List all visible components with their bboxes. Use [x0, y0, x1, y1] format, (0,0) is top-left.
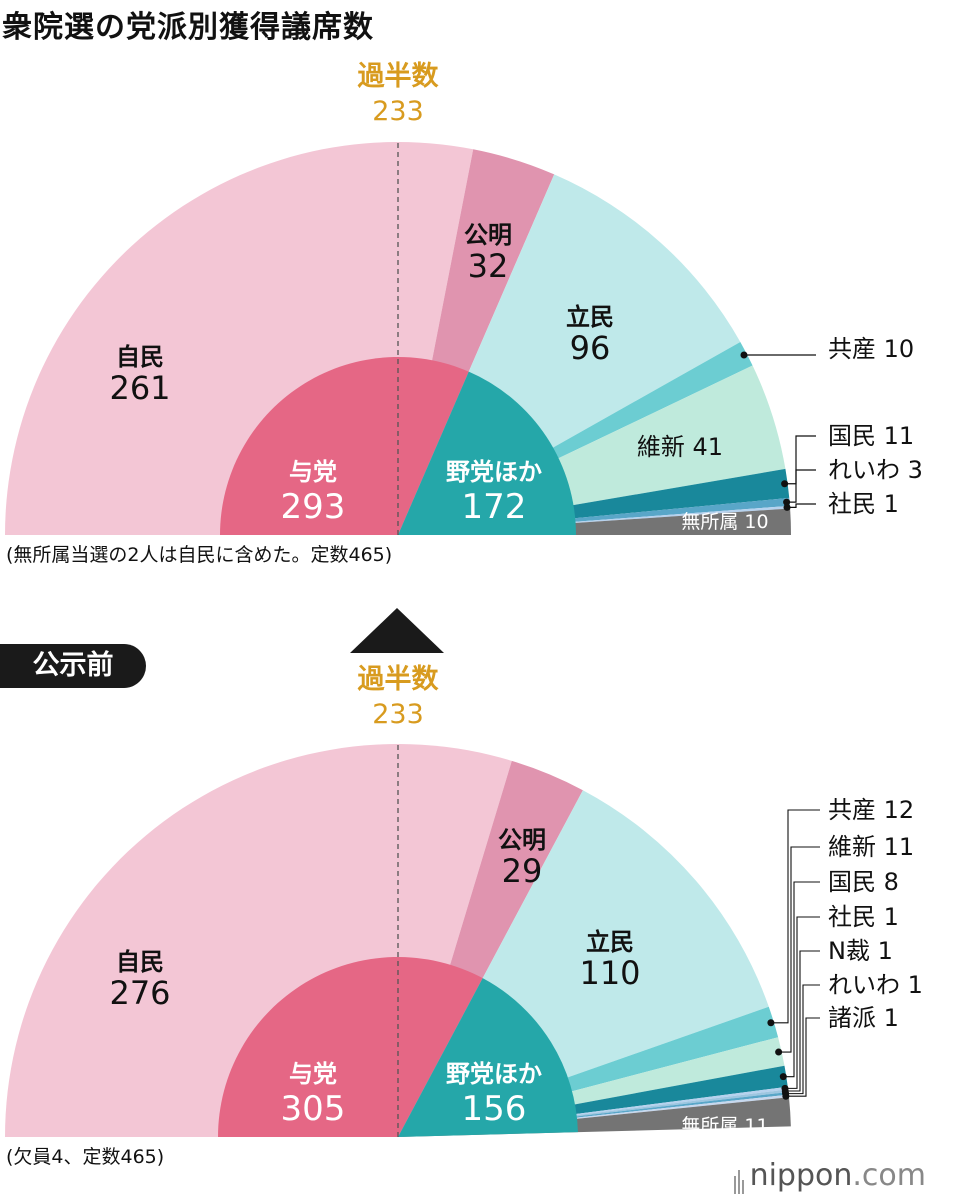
callout-text-社民-0: 社民 1: [828, 490, 899, 518]
majority-label-0-value: 233: [372, 96, 424, 127]
nippon-logo: nippon.com: [733, 1158, 926, 1194]
callout-text-社民-1: 社民 1: [828, 903, 899, 931]
callout-text-れいわ-0: れいわ 3: [828, 456, 923, 484]
inner-label-与党-1-value: 305: [281, 1089, 346, 1129]
inner-label-与党-1-name: 与党: [289, 1060, 337, 1088]
note-result: (無所属当選の2人は自民に含めた。定数465): [6, 544, 393, 566]
label-公明-1-value: 29: [502, 852, 543, 890]
callout-れいわ-1: れいわ 1: [782, 971, 923, 1098]
callout-共産-0: 共産 10: [740, 335, 914, 363]
label-維新-0: 維新 41: [637, 433, 723, 461]
callout-維新-1: 維新 11: [775, 833, 914, 1056]
callout-text-諸派-1: 諸派 1: [828, 1004, 899, 1032]
inner-label-与党-0-name: 与党: [289, 458, 337, 486]
majority-label-0-name: 過半数: [358, 61, 440, 92]
callout-諸派-1: 諸派 1: [782, 1004, 899, 1100]
callout-国民-0: 国民 11: [781, 422, 914, 488]
up-arrow-icon: [350, 608, 444, 653]
majority-label-1-name: 過半数: [358, 664, 440, 695]
callout-text-国民-0: 国民 11: [828, 422, 914, 450]
inner-label-野党ほか-1-name: 野党ほか: [446, 1060, 542, 1088]
inner-label-与党-0-value: 293: [281, 487, 346, 527]
inner-slice-result-0: [220, 357, 469, 535]
majority-label-1: 過半数 233: [358, 664, 440, 730]
logo-suffix: .com: [852, 1158, 926, 1193]
callout-text-維新-1: 維新 11: [828, 833, 914, 861]
label-自民-0-name: 自民: [116, 343, 164, 371]
inner-slice-before-1: [398, 978, 578, 1137]
callout-text-れいわ-1: れいわ 1: [828, 971, 923, 999]
label-自民-1-name: 自民: [116, 948, 164, 976]
label-無所属-1: 無所属 11: [681, 1115, 768, 1137]
label-公明-0-value: 32: [468, 247, 509, 285]
chart-title: 衆院選の党派別獲得議席数: [2, 10, 374, 45]
callout-国民-1: 国民 8: [779, 868, 899, 1081]
inner-slice-result-1: [398, 371, 576, 535]
callout-共産-1: 共産 12: [767, 796, 914, 1027]
callout-text-国民-1: 国民 8: [828, 868, 899, 896]
callout-社民-0: 社民 1: [783, 490, 899, 518]
label-無所属-0: 無所属 10: [681, 511, 768, 533]
label-公明-0-name: 公明: [464, 221, 512, 249]
label-立民-1-value: 110: [579, 954, 640, 992]
inner-label-野党ほか-0-name: 野党ほか: [446, 458, 542, 486]
inner-label-野党ほか-1-value: 156: [462, 1089, 527, 1129]
logo-bars-icon: [733, 1159, 746, 1194]
label-立民-1-name: 立民: [586, 928, 634, 956]
majority-label-1-value: 233: [372, 699, 424, 730]
label-自民-1-value: 276: [109, 974, 170, 1012]
callout-text-共産-1: 共産 12: [828, 796, 914, 824]
label-立民-0-name: 立民: [566, 303, 614, 331]
callout-text-共産-0: 共産 10: [828, 335, 914, 363]
callout-N裁-1: N裁 1: [781, 937, 893, 1095]
callout-text-N裁-1: N裁 1: [828, 937, 893, 965]
before-election-badge: 公示前: [0, 644, 146, 688]
inner-slice-before-0: [218, 957, 483, 1137]
logo-name: nippon: [749, 1158, 853, 1193]
label-立民-0-value: 96: [570, 329, 611, 367]
callout-社民-1: 社民 1: [781, 903, 899, 1092]
label-自民-0-value: 261: [109, 369, 170, 407]
inner-label-野党ほか-0-value: 172: [462, 487, 527, 527]
note-before: (欠員4、定数465): [6, 1146, 165, 1168]
callout-れいわ-0: れいわ 3: [783, 456, 923, 506]
majority-label-0: 過半数 233: [358, 61, 440, 127]
label-公明-1-name: 公明: [498, 826, 546, 854]
